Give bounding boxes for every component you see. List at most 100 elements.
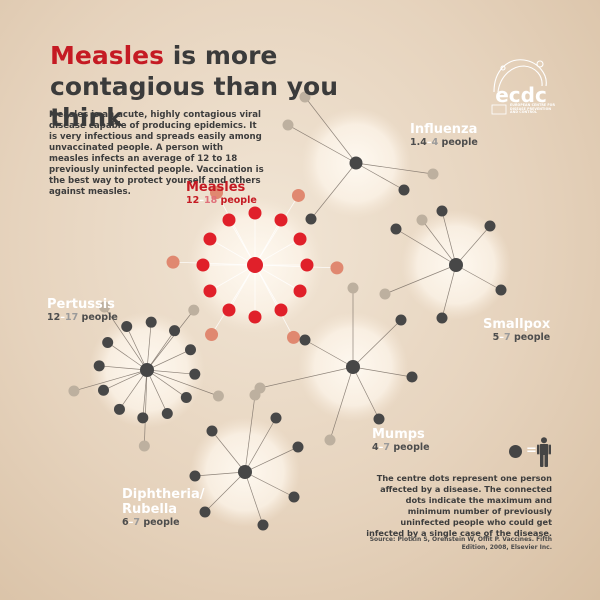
pertussis-link [146,330,175,371]
pertussis-link [146,369,219,397]
pertussis-link [107,342,148,371]
measles-link [173,261,256,266]
title-rest: is more contagious than you think [50,41,339,132]
smallpox-link [395,228,457,266]
intro-text: Measles is an acute, highly contagious v… [49,110,264,197]
smallpox-contact-dot [379,288,391,300]
pertussis-contact-dot [189,368,201,380]
pertussis-link [73,369,148,392]
label-diphtheria-rubella: Diphtheria/ Rubella 6–7 people [122,487,232,529]
pertussis-link [146,349,191,371]
diphtheria-link [244,471,295,498]
measles-contact-dot [210,186,224,200]
measles-link [254,264,294,338]
mumps-link [352,366,413,378]
label-influenza: Influenza 1.4–4 people [410,122,478,149]
pertussis-link [104,306,148,371]
measles-link [211,264,256,335]
measles-contact-dot [203,232,217,246]
logo-subtitle: EUROPEAN CENTRE FOR DISEASE PREVENTION A… [510,103,556,115]
measles-contact-dot [330,261,344,275]
measles-contact-dot [300,258,314,272]
pertussis-contact-dot [102,336,114,348]
measles-link [254,195,299,266]
pertussis-link [146,322,152,371]
pertussis-contact-dot [188,304,200,316]
influenza-link [287,124,357,164]
smallpox-contact-dot [436,205,448,217]
pertussis-contact-dot [161,408,173,420]
influenza-contact-dot [305,213,317,225]
pertussis-link [146,369,168,414]
pertussis-contact-dot [99,301,111,313]
diphtheria-centre-dot [238,465,252,479]
disease-range: 4–7 people [372,441,430,453]
influenza-link [355,162,434,175]
mumps-link [329,366,354,441]
legend-equals: = [526,443,537,458]
mumps-contact-dot [406,371,418,383]
diphtheria-link [194,471,246,477]
mumps-link [304,339,354,368]
measles-centre-dot [247,257,263,273]
measles-contact-dot [248,310,262,324]
measles-contact-dot [293,284,307,298]
pertussis-contact-dot [180,392,192,404]
diphtheria-contact-dot [206,425,218,437]
pertussis-contact-dot [212,390,224,402]
diphtheria-contact-dot [199,506,211,518]
measles-contact-dot [286,330,300,344]
smallpox-contact-dot [390,223,402,235]
measles-link [209,264,256,292]
measles-contact-dot [196,258,210,272]
influenza-link [304,96,357,164]
smallpox-link [421,219,457,266]
disease-range: 6–7 people [122,516,180,528]
disease-range: 1.4–4 people [410,136,478,148]
pertussis-link [142,369,148,418]
measles-contact-dot [205,328,219,342]
mumps-contact-dot [395,314,407,326]
measles-contact-dot [203,284,217,298]
pertussis-contact-dot [113,403,125,415]
measles-contact-dot [291,188,305,202]
measles-contact-dot [222,303,236,317]
smallpox-link [441,264,457,319]
legend-text: The centre dots represent one person aff… [366,473,552,538]
diphtheria-contact-dot [288,491,300,503]
mumps-link [352,319,402,368]
label-mumps: Mumps 4–7 people [372,427,430,454]
pertussis-link [146,309,195,371]
disease-name: Mumps [372,427,425,442]
measles-link [254,264,337,269]
label-measles: Measles 12–18 people [186,180,257,207]
influenza-link [355,162,405,191]
pertussis-contact-dot [68,385,80,397]
label-smallpox: Smallpox 5–7 people [483,317,551,344]
measles-contact-dot [274,213,288,227]
pertussis-link [143,369,148,446]
disease-name: Measles [186,180,246,195]
smallpox-link [441,210,457,266]
mumps-contact-dot [299,334,311,346]
influenza-contact-dot [282,119,294,131]
measles-link [254,238,301,266]
title-highlight: Measles [50,41,164,70]
ecdc-logo: ecdc [491,59,547,115]
influenza-centre-dot [349,156,363,170]
pertussis-centre-dot [140,363,154,377]
eu-flag-icon [491,104,507,115]
measles-link [216,192,256,266]
disease-range: 5–7 people [492,331,551,343]
mumps-contact-dot [373,413,385,425]
smallpox-contact-dot [436,312,448,324]
diphtheria-link [244,417,277,473]
diphtheria-link [211,430,246,473]
measles-contact-dot [248,206,262,220]
pertussis-link [146,369,187,398]
source-note: Source: Plotkin S, Orenstein W, Offit P.… [369,536,552,551]
diphtheria-contact-dot [292,441,304,453]
pertussis-link [99,365,148,371]
mumps-contact-dot [324,434,336,446]
disease-range: 12–18 people [186,194,257,206]
